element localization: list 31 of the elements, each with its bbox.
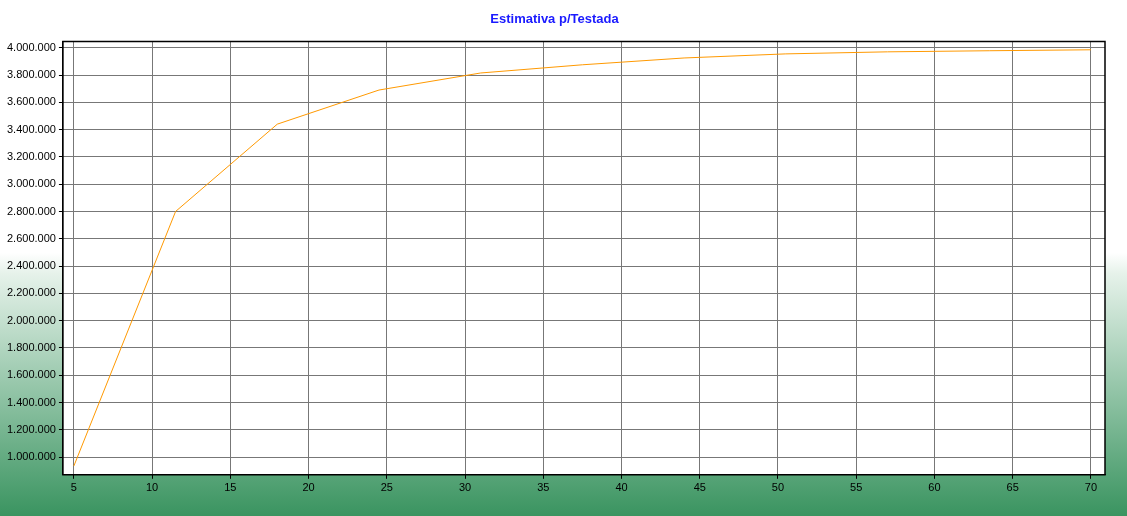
y-tick-label: 1.000.000 (7, 450, 56, 463)
x-tick-label: 15 (224, 481, 237, 494)
x-tick-label: 65 (1006, 481, 1019, 494)
y-tick-label: 2.400.000 (7, 259, 56, 272)
x-tick-label: 25 (380, 481, 393, 494)
x-tick-label: 55 (850, 481, 863, 494)
y-tick-label: 2.000.000 (7, 313, 56, 326)
x-tick-label: 20 (302, 481, 315, 494)
y-tick-label: 2.200.000 (7, 286, 56, 299)
x-tick-label: 10 (146, 481, 159, 494)
x-tick-label: 40 (615, 481, 628, 494)
chart-title: Estimativa p/Testada (490, 11, 620, 27)
y-tick-label: 1.600.000 (7, 368, 56, 381)
y-tick-label: 2.800.000 (7, 204, 56, 217)
y-tick-label: 4.000.000 (7, 40, 56, 53)
x-tick-label: 30 (458, 481, 472, 494)
y-tick-label: 2.600.000 (7, 231, 56, 244)
x-tick-label: 70 (1084, 481, 1098, 494)
x-tick-label: 5 (70, 481, 77, 494)
y-tick-label: 1.200.000 (7, 422, 56, 435)
y-tick-label: 3.000.000 (7, 177, 56, 190)
y-tick-label: 3.800.000 (7, 68, 56, 81)
x-tick-label: 60 (928, 481, 941, 494)
x-tick-label: 35 (537, 481, 550, 494)
y-tick-label: 1.400.000 (7, 395, 56, 408)
x-tick-label: 45 (693, 481, 706, 494)
y-tick-label: 1.800.000 (7, 340, 56, 353)
y-tick-label: 3.200.000 (7, 149, 56, 162)
y-tick-label: 3.400.000 (7, 122, 56, 135)
x-tick-label: 50 (771, 481, 785, 494)
y-tick-label: 3.600.000 (7, 95, 56, 108)
